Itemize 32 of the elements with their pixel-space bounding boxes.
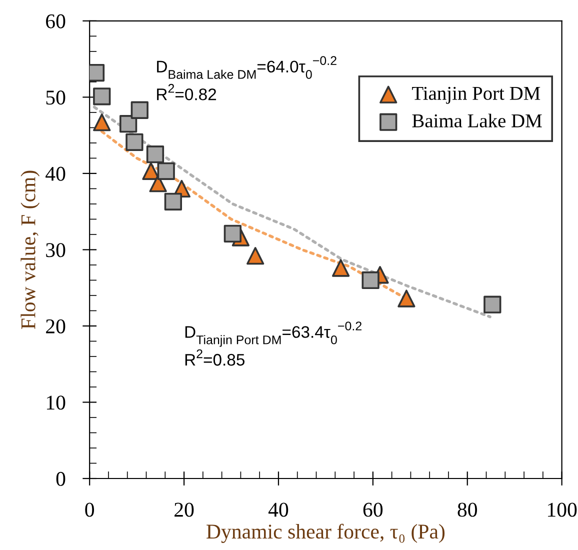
y-tick-label: 20 <box>46 319 66 334</box>
y-tick-label: 60 <box>46 14 66 28</box>
x-tick-label: 40 <box>268 502 288 517</box>
x-tick-label: 80 <box>458 502 477 517</box>
point <box>149 174 167 192</box>
x-tick-label: 0 <box>85 502 94 517</box>
x-tick-label: 20 <box>174 502 194 517</box>
point <box>119 115 138 133</box>
legend-label: Baima Lake DM <box>412 114 542 128</box>
point <box>126 133 144 151</box>
point <box>224 224 242 243</box>
point <box>93 88 111 106</box>
point <box>484 296 502 314</box>
point <box>130 101 148 119</box>
y-tick-label: 50 <box>46 90 66 105</box>
legend-label: Tianjin Port DM <box>412 86 540 104</box>
point <box>164 192 182 210</box>
x-tick-label: 100 <box>548 502 577 517</box>
x-axis-title: Dynamic shear force, τ₀ (Pa) <box>206 524 445 543</box>
y-tick-label: 40 <box>46 166 66 181</box>
point <box>157 162 175 180</box>
y-tick-label: 10 <box>46 396 66 410</box>
x-tick-label: 60 <box>363 502 383 517</box>
point <box>93 114 111 132</box>
y-axis-title: Flow value, F (cm) <box>20 170 40 329</box>
y-tick-label: 30 <box>46 243 66 258</box>
point <box>362 271 380 290</box>
point <box>246 246 264 265</box>
point <box>332 259 350 277</box>
y-tick-label: 0 <box>56 472 66 486</box>
point <box>398 290 416 308</box>
point <box>146 146 164 164</box>
